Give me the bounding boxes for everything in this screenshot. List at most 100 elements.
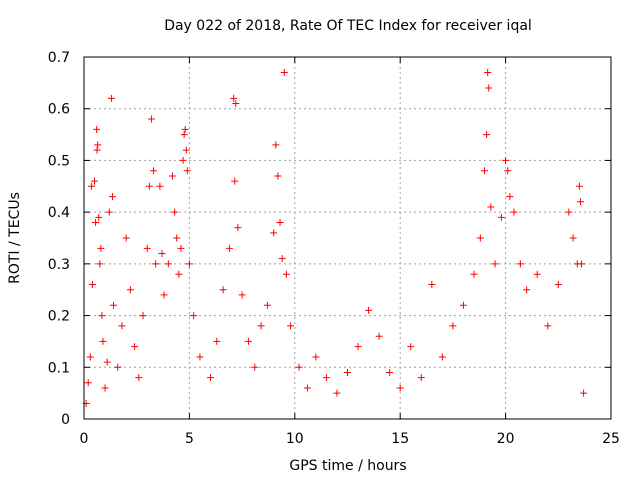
data-point [417, 374, 425, 382]
data-point [164, 260, 172, 268]
data-point [491, 260, 499, 268]
data-point [396, 384, 404, 392]
data-point [375, 332, 383, 340]
data-point [481, 167, 489, 175]
data-point [516, 260, 524, 268]
data-point [280, 69, 288, 77]
data-point [92, 218, 100, 226]
data-point [438, 353, 446, 361]
data-point [523, 286, 531, 294]
chart-title: Day 022 of 2018, Rate Of TEC Index for r… [164, 18, 532, 34]
x-tick-label: 20 [497, 431, 515, 447]
data-point [322, 374, 330, 382]
data-point [354, 343, 362, 351]
y-tick-label: 0.1 [48, 360, 70, 376]
data-point [276, 218, 284, 226]
data-point [344, 368, 351, 376]
y-tick-label: 0.4 [48, 205, 70, 221]
data-point [487, 203, 495, 211]
y-tick-label: 0.5 [48, 153, 70, 169]
y-tick-label: 0.6 [48, 102, 70, 118]
data-point [95, 213, 103, 221]
data-point [365, 306, 373, 314]
data-point [98, 312, 106, 320]
data-point [278, 255, 286, 263]
data-point [190, 312, 198, 320]
data-point [196, 353, 204, 361]
data-point [97, 244, 105, 252]
data-point [88, 281, 96, 289]
y-tick-label: 0.7 [48, 50, 70, 66]
data-point [569, 234, 577, 242]
data-point [565, 208, 573, 216]
y-tick-label: 0.3 [48, 257, 70, 273]
data-point [459, 301, 467, 309]
data-point [158, 250, 166, 258]
data-point [287, 322, 295, 330]
x-tick-label: 0 [80, 431, 89, 447]
data-point [177, 244, 185, 252]
data-point [108, 193, 116, 201]
data-point [160, 291, 168, 299]
data-point [213, 337, 221, 345]
data-point [206, 374, 214, 382]
data-point [185, 260, 193, 268]
data-point [156, 182, 164, 190]
data-point [122, 234, 130, 242]
data-point [234, 224, 242, 232]
data-point [576, 198, 584, 206]
data-point [173, 234, 181, 242]
data-point [105, 208, 113, 216]
x-tick-label: 25 [602, 431, 620, 447]
data-point [238, 291, 246, 299]
data-point [101, 384, 109, 392]
data-point [94, 141, 102, 149]
data-point [428, 281, 436, 289]
data-point [182, 146, 190, 154]
data-point [449, 322, 457, 330]
data-point [96, 260, 104, 268]
data-point [544, 322, 552, 330]
data-point [333, 389, 341, 397]
data-point [554, 281, 562, 289]
data-point [231, 177, 239, 185]
y-axis-label: ROTI / TECUs [7, 192, 23, 284]
data-point [175, 270, 183, 278]
data-point [274, 172, 282, 180]
data-point [84, 379, 92, 387]
data-point [312, 353, 320, 361]
data-point [476, 234, 484, 242]
data-point [580, 389, 588, 397]
data-point [126, 286, 134, 294]
data-point [91, 177, 99, 185]
data-point [386, 368, 394, 376]
data-point [103, 358, 111, 366]
data-point [470, 270, 478, 278]
grid-layer [84, 57, 611, 419]
data-point [225, 244, 233, 252]
data-point [484, 69, 492, 77]
data-point [407, 343, 415, 351]
points-layer [82, 69, 588, 407]
data-point [257, 322, 265, 330]
data-point [135, 374, 143, 382]
data-point [145, 182, 153, 190]
data-point [99, 337, 107, 345]
data-point [244, 337, 252, 345]
data-point [131, 343, 139, 351]
data-point [183, 167, 191, 175]
data-point [150, 167, 158, 175]
x-tick-label: 15 [391, 431, 409, 447]
data-point [169, 172, 177, 180]
x-tick-label: 5 [185, 431, 194, 447]
data-point [93, 125, 101, 133]
data-point [504, 167, 512, 175]
data-point [497, 213, 505, 221]
data-point [118, 322, 126, 330]
data-point [86, 353, 94, 361]
plot-frame [83, 56, 612, 420]
data-point [575, 182, 583, 190]
data-point [251, 363, 259, 371]
x-axis-label: GPS time / hours [289, 458, 406, 474]
